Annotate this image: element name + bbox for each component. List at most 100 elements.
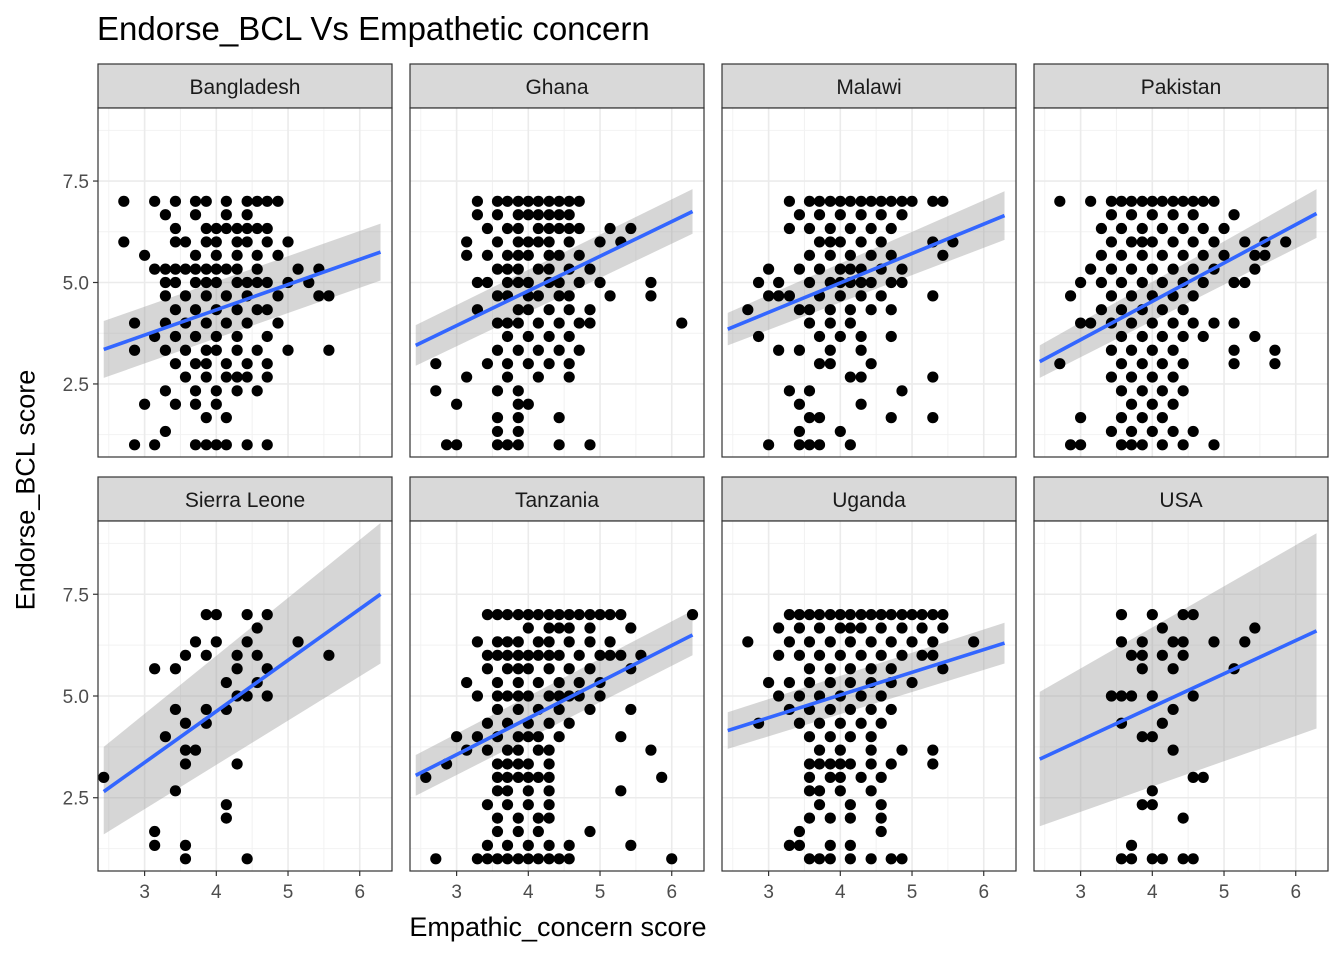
data-point <box>844 622 856 634</box>
data-point <box>169 236 182 248</box>
data-point <box>241 276 253 289</box>
data-point <box>128 344 141 356</box>
data-point <box>532 636 544 648</box>
data-point <box>1177 649 1189 661</box>
data-point <box>1177 249 1189 261</box>
panel-plot-area <box>98 108 392 457</box>
data-point <box>200 412 212 424</box>
data-point <box>1125 195 1138 207</box>
data-point <box>875 717 887 729</box>
data-point <box>783 609 796 621</box>
data-point <box>169 398 182 410</box>
data-point <box>491 344 504 356</box>
data-point <box>1167 209 1179 221</box>
data-point <box>461 249 473 261</box>
data-point <box>1228 276 1240 289</box>
data-point <box>1177 195 1189 207</box>
data-point <box>855 290 867 302</box>
data-point <box>261 276 273 289</box>
data-point <box>241 222 253 235</box>
data-point <box>573 676 585 689</box>
data-point <box>261 358 273 370</box>
data-point <box>604 649 616 661</box>
panel-plot-area <box>1034 521 1328 871</box>
data-point <box>875 771 887 783</box>
data-point <box>803 812 816 824</box>
data-point <box>803 385 816 397</box>
data-point <box>783 839 796 851</box>
data-point <box>159 290 172 302</box>
data-point <box>501 690 514 702</box>
data-point <box>1146 209 1158 221</box>
data-point <box>813 622 826 634</box>
data-point <box>261 690 273 702</box>
data-point <box>1105 290 1118 302</box>
data-point <box>813 853 826 865</box>
data-point <box>149 839 161 851</box>
data-point <box>1187 853 1199 865</box>
data-point <box>210 636 222 648</box>
facet-panel: Tanzania 3 4 5 6 <box>409 476 705 903</box>
data-point <box>834 236 846 248</box>
data-point <box>169 276 182 289</box>
data-point <box>1075 276 1087 289</box>
data-point <box>189 398 202 410</box>
data-point <box>813 744 826 756</box>
data-point <box>553 317 565 329</box>
data-point <box>553 703 565 716</box>
facet-strip <box>409 63 705 109</box>
data-point <box>584 703 596 716</box>
data-point <box>149 263 161 275</box>
data-point <box>793 690 806 702</box>
data-point <box>844 676 856 689</box>
data-point <box>1177 358 1189 370</box>
data-point <box>885 222 897 235</box>
panel-plot-area <box>1034 108 1328 457</box>
data-point <box>481 358 494 370</box>
data-point <box>686 609 699 621</box>
data-point <box>189 276 202 289</box>
data-point <box>512 344 524 356</box>
data-point <box>210 276 222 289</box>
data-point <box>189 330 202 343</box>
data-point <box>1064 439 1077 451</box>
data-point <box>1187 425 1199 438</box>
data-point <box>834 744 846 756</box>
data-point <box>813 439 826 451</box>
data-point <box>584 263 596 275</box>
data-point <box>491 676 504 689</box>
data-point <box>875 649 887 661</box>
data-point <box>323 290 335 302</box>
data-point <box>1187 317 1199 329</box>
data-point <box>783 195 796 207</box>
data-point <box>865 758 877 770</box>
data-point <box>844 317 856 329</box>
x-tick-label: 6 <box>354 882 365 903</box>
data-point <box>1269 344 1281 356</box>
data-point <box>855 398 867 410</box>
data-point <box>553 290 565 302</box>
data-point <box>179 853 192 865</box>
data-point <box>793 839 806 851</box>
data-point <box>885 276 897 289</box>
panel-border <box>721 520 1017 872</box>
confidence-ribbon <box>103 523 381 835</box>
data-point <box>1249 249 1261 261</box>
data-point <box>481 853 494 865</box>
data-point <box>522 398 534 410</box>
data-point <box>1146 263 1158 275</box>
data-point <box>522 771 534 783</box>
data-point <box>420 771 432 783</box>
data-point <box>844 263 856 275</box>
data-point <box>553 412 565 424</box>
data-point <box>1146 731 1158 743</box>
data-point <box>563 717 575 729</box>
data-point <box>501 663 514 675</box>
data-point <box>563 622 575 634</box>
data-point <box>471 731 484 743</box>
data-point <box>1125 853 1138 865</box>
data-point <box>855 622 867 634</box>
data-point <box>563 839 575 851</box>
data-point <box>793 425 806 438</box>
data-point <box>261 304 273 316</box>
